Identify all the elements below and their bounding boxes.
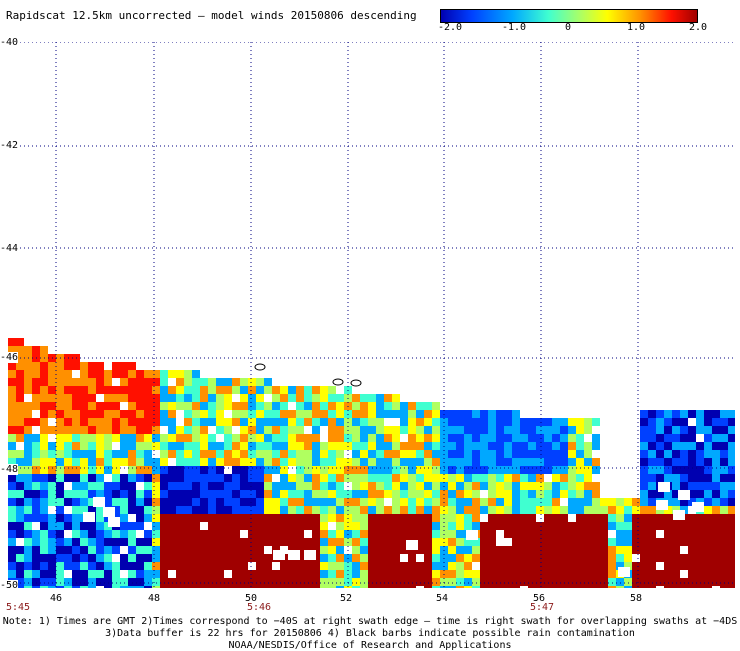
lon-label: 58 <box>629 593 643 604</box>
note-line: Note: 1) Times are GMT 2)Times correspon… <box>2 616 738 627</box>
lat-label: -46 <box>0 352 19 363</box>
lat-label: -40 <box>0 37 19 48</box>
time-label: 5:46 <box>246 602 272 613</box>
map-title: Rapidscat 12.5km uncorrected — model win… <box>6 9 417 22</box>
island-outline <box>254 363 266 371</box>
colorbar-label: 0 <box>564 22 572 33</box>
lon-label: 50 <box>244 593 258 604</box>
lon-label: 54 <box>435 593 449 604</box>
island-outline <box>332 378 344 386</box>
island-outline <box>350 379 362 387</box>
colorbar-label: -1.0 <box>501 22 527 33</box>
colorbar <box>440 9 698 23</box>
colorbar-label: 1.0 <box>626 22 646 33</box>
lon-label: 46 <box>49 593 63 604</box>
lon-label: 48 <box>147 593 161 604</box>
lat-label: -44 <box>0 243 19 254</box>
time-label: 5:47 <box>529 602 555 613</box>
time-label: 5:45 <box>5 602 31 613</box>
graticule <box>8 42 735 588</box>
colorbar-label: -2.0 <box>437 22 463 33</box>
note-line: NOAA/NESDIS/Office of Research and Appli… <box>228 640 512 651</box>
note-line: 3)Data buffer is 22 hrs for 20150806 4) … <box>105 628 635 639</box>
lon-label: 52 <box>339 593 353 604</box>
lat-label: -48 <box>0 464 19 475</box>
lon-label: 56 <box>532 593 546 604</box>
wind-field-raster <box>8 338 735 588</box>
lat-label: -50 <box>0 580 19 591</box>
lat-label: -42 <box>0 140 19 151</box>
map-plot <box>8 42 735 588</box>
colorbar-label: 2.0 <box>688 22 708 33</box>
